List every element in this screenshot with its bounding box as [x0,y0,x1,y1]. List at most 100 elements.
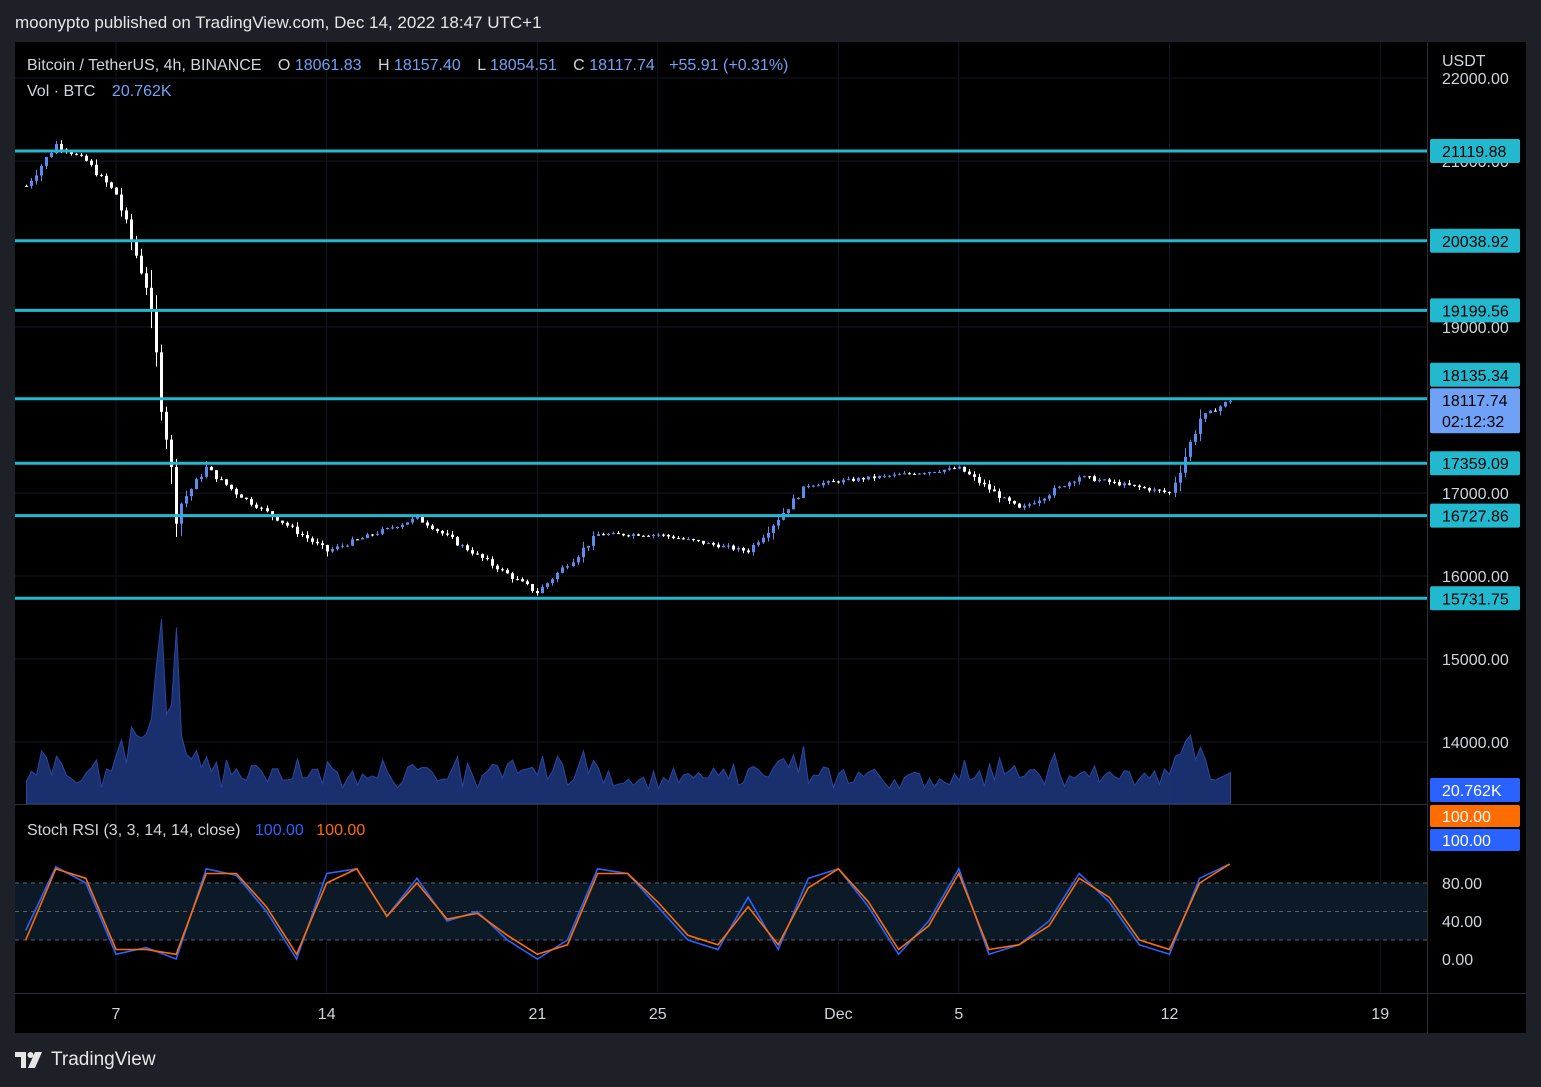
candle[interactable] [331,549,334,552]
candle[interactable] [933,472,936,474]
candle[interactable] [130,219,133,240]
candle[interactable] [993,489,996,492]
candle[interactable] [767,532,770,538]
candle[interactable] [351,539,354,546]
candle[interactable] [266,508,269,512]
candle[interactable] [511,573,514,579]
candle[interactable] [225,479,228,485]
candle[interactable] [913,473,916,475]
candle[interactable] [1148,488,1151,491]
candle[interactable] [883,475,886,477]
candle[interactable] [692,539,695,541]
candle[interactable] [1194,433,1197,442]
candle[interactable] [421,516,424,523]
candle[interactable] [381,528,384,534]
candle[interactable] [1138,485,1141,488]
candle[interactable] [195,479,198,490]
candle[interactable] [220,479,223,481]
candle[interactable] [561,567,564,573]
candle[interactable] [521,579,524,582]
candle[interactable] [446,533,449,535]
candle[interactable] [1199,418,1202,434]
candle[interactable] [185,496,188,504]
candle[interactable] [862,478,865,480]
candle[interactable] [205,466,208,477]
candle[interactable] [607,534,610,536]
candle[interactable] [1013,500,1016,504]
candle[interactable] [1133,484,1136,486]
candle[interactable] [1209,410,1212,414]
candle[interactable] [687,539,690,541]
candle[interactable] [1073,481,1076,483]
candle[interactable] [958,466,961,469]
candle[interactable] [386,527,389,529]
candle[interactable] [1068,482,1071,487]
candle[interactable] [973,474,976,477]
candle[interactable] [516,578,519,580]
candle[interactable] [857,478,860,481]
candle[interactable] [837,481,840,483]
candle[interactable] [85,155,88,161]
candle[interactable] [1118,481,1121,486]
candle[interactable] [306,534,309,539]
candle[interactable] [125,210,128,220]
candle[interactable] [612,533,615,535]
candle[interactable] [1179,472,1182,483]
candle[interactable] [255,504,258,508]
candle[interactable] [582,547,585,558]
candle[interactable] [918,473,921,475]
candle[interactable] [1229,401,1232,403]
legend-volume-label[interactable]: Vol · BTC [27,83,95,100]
candle[interactable] [120,194,123,211]
candle[interactable] [662,534,665,536]
candle[interactable] [797,497,800,499]
candle[interactable] [667,534,670,537]
candle[interactable] [777,519,780,526]
candle[interactable] [677,538,680,540]
candle[interactable] [536,591,539,594]
candle[interactable] [90,160,93,165]
candle[interactable] [772,525,775,533]
candles-layer[interactable] [25,140,1232,596]
candle[interactable] [180,503,183,524]
candle[interactable] [481,554,484,558]
candle[interactable] [135,239,138,256]
candle[interactable] [637,534,640,536]
candle[interactable] [802,486,805,498]
candle[interactable] [210,466,213,471]
candle[interactable] [893,474,896,476]
candle[interactable] [336,546,339,550]
candle[interactable] [622,533,625,536]
candle[interactable] [110,182,113,188]
candle[interactable] [321,543,324,546]
candle[interactable] [396,527,399,529]
candle[interactable] [923,473,926,475]
candle[interactable] [998,491,1001,499]
candle[interactable] [55,143,58,153]
candle[interactable] [115,187,118,195]
candle[interactable] [150,287,153,312]
candle[interactable] [827,481,830,483]
candle[interactable] [271,511,274,517]
candle[interactable] [311,538,314,542]
candle[interactable] [105,175,108,183]
candle[interactable] [757,542,760,545]
candle[interactable] [471,550,474,554]
candle[interactable] [541,587,544,594]
candle[interactable] [943,469,946,472]
candle[interactable] [847,478,850,480]
candle[interactable] [1168,492,1171,494]
candle[interactable] [1008,497,1011,501]
candle[interactable] [145,273,148,288]
candle[interactable] [1184,456,1187,473]
candle[interactable] [391,527,394,529]
candle[interactable] [441,530,444,534]
candle[interactable] [286,522,289,526]
candle[interactable] [903,473,906,475]
candle[interactable] [260,507,263,509]
candle[interactable] [1123,483,1126,486]
candle[interactable] [175,466,178,524]
candle[interactable] [411,518,414,523]
candle[interactable] [75,153,78,155]
candle[interactable] [215,470,218,480]
